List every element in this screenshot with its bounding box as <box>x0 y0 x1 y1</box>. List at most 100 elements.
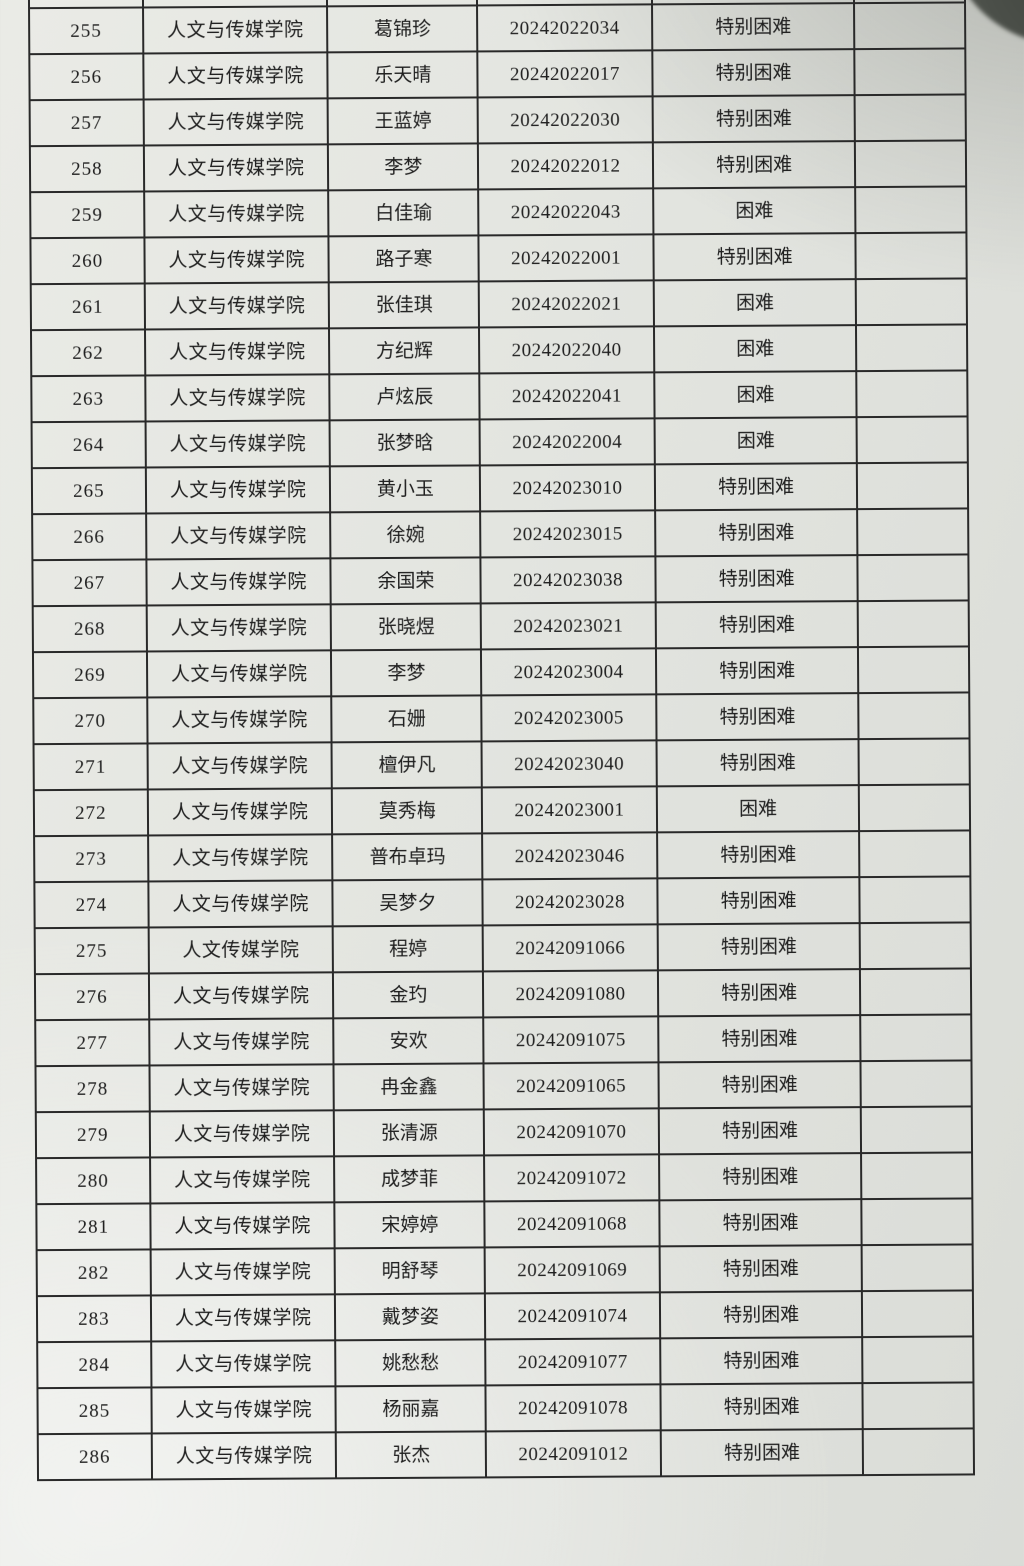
cell-no: 259 <box>30 191 145 239</box>
table-row: 272 人文与传媒学院 莫秀梅 20242023001 困难 <box>33 784 971 837</box>
cell-no: 277 <box>35 1019 150 1067</box>
table-row: 276 人文与传媒学院 金玓 20242091080 特别困难 <box>34 968 972 1021</box>
cell-no: 274 <box>34 881 149 929</box>
cell-note <box>861 1198 973 1246</box>
cell-name: 白佳瑜 <box>328 189 479 237</box>
cell-college: 人文与传媒学院 <box>150 1248 336 1296</box>
cell-college: 人文与传媒学院 <box>143 144 329 192</box>
cell-no: 255 <box>29 7 143 55</box>
cell-student-id: 20242022021 <box>478 280 654 328</box>
cell-status: 特别困难 <box>652 95 856 143</box>
cell-note <box>857 554 969 602</box>
cell-status: 特别困难 <box>656 693 859 741</box>
cell-college: 人文与传媒学院 <box>142 6 328 54</box>
cell-no: 265 <box>31 467 146 515</box>
cell-student-id: 20242091072 <box>484 1154 660 1202</box>
cell-note <box>856 324 968 372</box>
cell-college: 人文与传媒学院 <box>146 558 332 606</box>
cell-student-id: 20242091068 <box>484 1200 660 1248</box>
cell-note <box>854 2 966 50</box>
cell-college: 人文与传媒学院 <box>151 1432 337 1480</box>
table-row: 267 人文与传媒学院 余国荣 20242023038 特别困难 <box>32 554 969 607</box>
cell-name: 成梦菲 <box>334 1155 485 1203</box>
cell-college: 人文与传媒学院 <box>148 880 334 928</box>
table-row: 286 人文与传媒学院 张杰 20242091012 特别困难 <box>37 1428 975 1481</box>
cell-college: 人文与传媒学院 <box>151 1386 337 1434</box>
cell-college: 人文与传媒学院 <box>144 282 330 330</box>
cell-name: 姚愁愁 <box>335 1339 486 1387</box>
cell-status: 特别困难 <box>658 1153 862 1201</box>
cell-college: 人文与传媒学院 <box>149 1156 335 1204</box>
table-row: 285 人文与传媒学院 杨丽嘉 20242091078 特别困难 <box>37 1382 974 1435</box>
cell-note <box>858 646 970 694</box>
cell-student-id: 20242023021 <box>480 602 656 650</box>
cell-student-id: 20242022001 <box>478 234 654 282</box>
cell-note <box>855 232 967 280</box>
cell-college: 人文与传媒学院 <box>145 512 331 560</box>
cell-note <box>858 738 970 786</box>
cell-name: 卢炫辰 <box>329 373 480 421</box>
cell-student-id: 20242022004 <box>479 418 655 466</box>
cell-no: 285 <box>37 1387 152 1435</box>
cell-student-id: 20242091069 <box>484 1246 660 1294</box>
table-row: 274 人文与传媒学院 吴梦夕 20242023028 特别困难 <box>34 876 971 929</box>
cell-no: 261 <box>30 283 145 331</box>
cell-name: 明舒琴 <box>335 1247 486 1295</box>
table-row: 271 人文与传媒学院 檀伊凡 20242023040 特别困难 <box>33 738 970 791</box>
cell-status: 困难 <box>656 785 860 833</box>
cell-no: 270 <box>33 697 148 745</box>
cell-student-id: 20242091074 <box>485 1292 661 1340</box>
cell-status: 特别困难 <box>654 463 858 511</box>
cell-college: 人文与传媒学院 <box>144 236 330 284</box>
table-row: 264 人文与传媒学院 张梦晗 20242022004 困难 <box>31 416 968 469</box>
table-row: 279 人文与传媒学院 张清源 20242091070 特别困难 <box>35 1106 973 1159</box>
cell-college: 人文与传媒学院 <box>147 788 333 836</box>
cell-note <box>860 1060 972 1108</box>
table-row: 265 人文与传媒学院 黄小玉 20242023010 特别困难 <box>31 462 969 515</box>
cell-status: 特别困难 <box>657 969 861 1017</box>
cell-college: 人文与传媒学院 <box>150 1294 336 1342</box>
cell-college: 人文与传媒学院 <box>150 1340 336 1388</box>
table-row: 256 人文与传媒学院 乐天晴 20242022017 特别困难 <box>29 48 966 101</box>
cell-no: 272 <box>33 789 148 837</box>
cell-college: 人文与传媒学院 <box>149 1064 335 1112</box>
cell-note <box>862 1336 974 1384</box>
cell-no: 284 <box>37 1341 152 1389</box>
cell-note <box>858 600 969 648</box>
cell-status: 困难 <box>654 371 857 419</box>
cell-note <box>862 1244 973 1292</box>
cell-college: 人文与传媒学院 <box>146 696 333 744</box>
cell-status: 特别困难 <box>656 739 860 787</box>
cell-no: 257 <box>29 99 144 147</box>
cell-status: 特别困难 <box>655 601 859 649</box>
cell-note <box>860 1014 972 1062</box>
cell-student-id: 20242091070 <box>483 1108 659 1156</box>
table-row: 283 人文与传媒学院 戴梦姿 20242091074 特别困难 <box>36 1290 974 1343</box>
cell-college: 人文与传媒学院 <box>144 374 331 422</box>
cell-name: 黄小玉 <box>330 465 481 513</box>
cell-name: 冉金鑫 <box>333 1063 484 1111</box>
cell-college: 人文与传媒学院 <box>149 1110 335 1158</box>
table-row: 277 人文与传媒学院 安欢 20242091075 特别困难 <box>35 1014 972 1067</box>
cell-no: 286 <box>37 1433 152 1481</box>
cell-note <box>862 1382 974 1430</box>
cell-college: 人文传媒学院 <box>148 926 334 974</box>
table-row: 269 人文与传媒学院 李梦 20242023004 特别困难 <box>32 646 970 699</box>
cell-student-id: 20242023010 <box>480 464 656 512</box>
table-row: 260 人文与传媒学院 路子寒 20242022001 特别困难 <box>30 232 967 285</box>
cell-note <box>861 1152 973 1200</box>
cell-no: 263 <box>31 375 146 423</box>
cell-name: 张佳琪 <box>329 281 480 329</box>
cell-note <box>859 830 971 878</box>
cell-no: 280 <box>36 1157 151 1205</box>
cell-name: 李梦 <box>331 649 482 697</box>
cell-name: 普布卓玛 <box>332 833 483 881</box>
cell-note <box>856 370 968 418</box>
cell-note <box>863 1428 975 1476</box>
cell-name: 莫秀梅 <box>332 787 483 835</box>
cell-student-id: 20242022043 <box>478 188 654 236</box>
table-row: 284 人文与传媒学院 姚愁愁 20242091077 特别困难 <box>37 1336 974 1389</box>
table-row: 262 人文与传媒学院 方纪辉 20242022040 困难 <box>30 324 968 377</box>
cell-college: 人文与传媒学院 <box>142 52 329 100</box>
